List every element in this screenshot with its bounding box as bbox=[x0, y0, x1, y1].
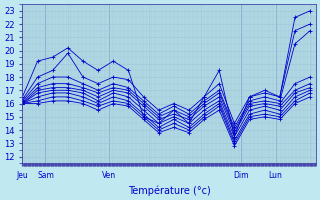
X-axis label: Température (°c): Température (°c) bbox=[128, 185, 211, 196]
